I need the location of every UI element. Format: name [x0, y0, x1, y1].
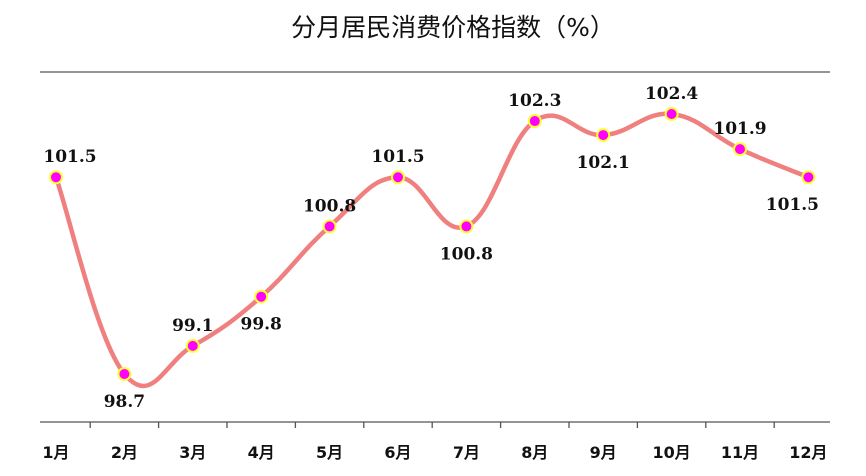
data-point-7	[459, 219, 474, 234]
data-point-10	[664, 107, 679, 121]
data-label-12: 101.5	[766, 195, 819, 215]
chart-title: 分月居民消费价格指数（%）	[291, 13, 615, 42]
data-label-2: 98.7	[104, 392, 145, 412]
x-tick-label-7: 7月	[453, 443, 480, 462]
data-labels: 101.5 98.7 99.1 99.8 100.8 101.5 100.8 102.3 102…	[43, 84, 819, 412]
data-point-1	[49, 170, 63, 185]
data-point-6	[391, 170, 405, 185]
data-label-10: 102.4	[645, 84, 698, 104]
series-line	[53, 111, 811, 389]
data-label-11: 101.9	[713, 119, 766, 139]
data-label-1: 101.5	[43, 147, 96, 167]
x-tick-label-3: 3月	[179, 443, 206, 462]
data-point-11	[733, 142, 747, 157]
data-point-9	[596, 128, 611, 143]
data-markers	[49, 107, 816, 381]
x-tick-label-6: 6月	[384, 443, 411, 462]
data-point-3	[185, 338, 200, 353]
x-tick-label-2: 2月	[111, 443, 138, 462]
x-tick-label-4: 4月	[248, 443, 275, 462]
x-tick-label-11: 11月	[721, 443, 759, 462]
data-point-12	[801, 170, 816, 185]
data-label-4: 99.8	[240, 315, 281, 335]
x-tick-label-5: 5月	[316, 443, 343, 462]
data-label-6: 101.5	[371, 147, 424, 167]
data-point-4	[254, 289, 269, 304]
data-label-3: 99.1	[172, 316, 213, 336]
x-tick-label-10: 10月	[652, 443, 690, 462]
data-point-8	[527, 114, 542, 129]
x-axis-ticks	[89, 422, 775, 428]
data-point-2	[117, 367, 132, 381]
data-label-8: 102.3	[508, 91, 561, 111]
data-label-5: 100.8	[303, 196, 356, 216]
x-tick-label-1: 1月	[42, 443, 69, 462]
data-label-7: 100.8	[440, 244, 493, 264]
data-label-9: 102.1	[577, 153, 630, 173]
data-point-5	[322, 219, 337, 234]
x-tick-label-8: 8月	[521, 443, 548, 462]
x-tick-label-9: 9月	[590, 443, 617, 462]
x-tick-label-12: 12月	[789, 443, 827, 462]
x-tick-labels: 1月 2月 3月 4月 5月 6月 7月 8月 9月 10月 11月 12月	[42, 443, 827, 462]
